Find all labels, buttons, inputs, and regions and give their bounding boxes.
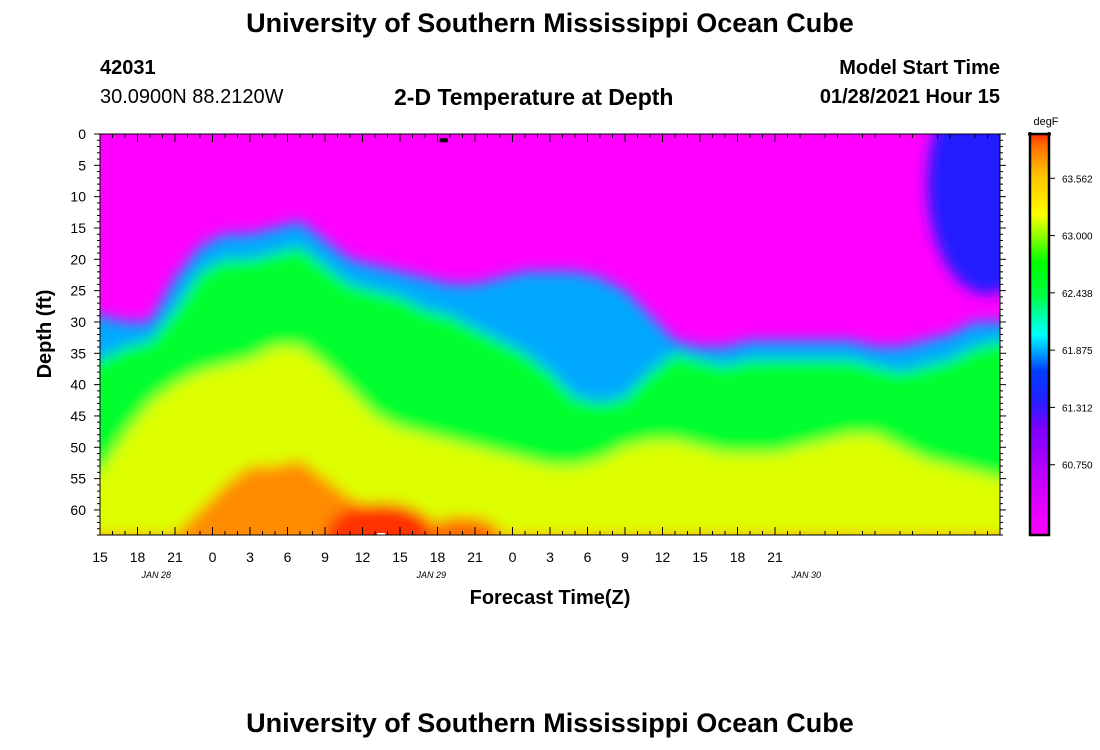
x-tick-label: 3	[546, 549, 554, 565]
colorbar-tick-label: 60.750	[1062, 461, 1093, 472]
x-tick-label: 9	[621, 549, 629, 565]
bottom-warm-core-2	[424, 517, 501, 535]
x-tick-label: 3	[246, 549, 254, 565]
model-start-time: 01/28/2021 Hour 15	[819, 86, 1000, 108]
colorbar	[1028, 132, 1051, 537]
colorbar-tick-label: 61.312	[1062, 403, 1093, 414]
footer-title: University of Southern Mississippi Ocean…	[246, 708, 854, 738]
y-tick-label: 5	[78, 157, 86, 173]
x-tick-label: 18	[730, 549, 746, 565]
x-tick-label: 18	[130, 549, 146, 565]
station-id: 42031	[100, 57, 156, 79]
colorbar-tick-label: 63.562	[1062, 174, 1093, 185]
x-date-label: JAN 29	[415, 570, 446, 580]
x-tick-label: 12	[655, 549, 671, 565]
y-tick-label: 50	[70, 439, 86, 455]
data-marker	[439, 138, 448, 143]
y-tick-label: 55	[70, 471, 86, 487]
x-tick-label: 9	[321, 549, 329, 565]
colorbar-tick-label: 63.000	[1062, 232, 1093, 243]
x-tick-label: 21	[167, 549, 183, 565]
y-axis-title: Depth (ft)	[34, 290, 56, 379]
heatmap-bands	[100, 134, 1000, 535]
isotherm-band-t63_8	[100, 459, 1000, 535]
model-start-label: Model Start Time	[839, 57, 1000, 79]
x-date-label: JAN 30	[790, 570, 821, 580]
x-axis-title: Forecast Time(Z)	[470, 587, 631, 609]
x-tick-label: 18	[430, 549, 446, 565]
x-tick-label: 0	[509, 549, 517, 565]
colorbar-corner-dot	[1047, 132, 1051, 136]
y-tick-label: 30	[70, 314, 86, 330]
colorbar-corner-dot	[1028, 132, 1032, 136]
x-tick-label: 6	[584, 549, 592, 565]
y-tick-label: 25	[70, 283, 86, 299]
y-tick-label: 15	[70, 220, 86, 236]
y-tick-label: 40	[70, 377, 86, 393]
bottom-warm-core	[326, 503, 437, 535]
y-tick-label: 60	[70, 502, 86, 518]
plot-subtitle: 2-D Temperature at Depth	[394, 84, 674, 110]
x-tick-label: 12	[355, 549, 371, 565]
x-tick-label: 15	[692, 549, 708, 565]
y-tick-label: 45	[70, 408, 86, 424]
x-tick-label: 21	[767, 549, 783, 565]
colorbar-tick-label: 61.875	[1062, 346, 1093, 357]
x-tick-label: 15	[392, 549, 408, 565]
x-date-label: JAN 28	[140, 570, 171, 580]
x-tick-label: 0	[209, 549, 217, 565]
page-title: University of Southern Mississippi Ocean…	[246, 8, 854, 38]
y-tick-label: 0	[78, 126, 86, 142]
colorbar-tick-label: 62.438	[1062, 289, 1093, 300]
station-coordinates: 30.0900N 88.2120W	[100, 86, 284, 108]
colorbar-unit: degF	[1033, 116, 1058, 128]
y-tick-label: 20	[70, 251, 86, 267]
x-tick-label: 21	[467, 549, 483, 565]
x-tick-label: 15	[92, 549, 108, 565]
y-tick-label: 10	[70, 189, 86, 205]
x-tick-label: 6	[284, 549, 292, 565]
y-tick-label: 35	[70, 345, 86, 361]
surface-cool-patch	[927, 134, 1000, 295]
